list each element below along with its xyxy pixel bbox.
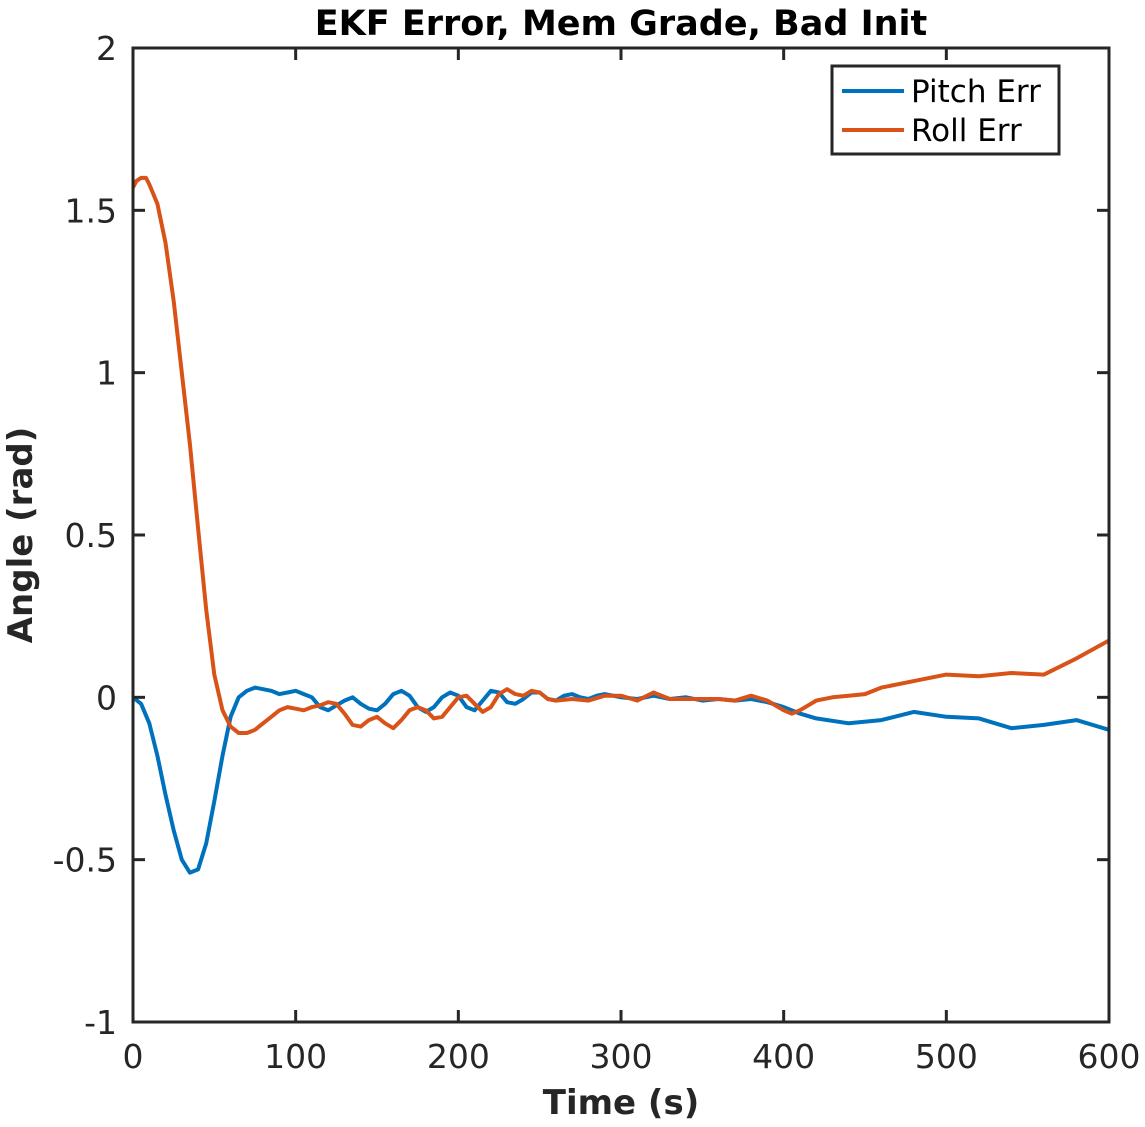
y-tick-label: -0.5 xyxy=(53,841,117,880)
y-tick-label: 0.5 xyxy=(65,516,117,555)
x-tick-label: 500 xyxy=(915,1037,978,1076)
series-layer xyxy=(133,175,1109,875)
y-tick-label: 1.5 xyxy=(65,191,117,230)
y-tick-label: 2 xyxy=(96,29,117,68)
tick-labels-layer: 0 100 200 300 400 500 600 -1 -0.5 0 0.5 1 1.5 2 xyxy=(53,29,1141,1076)
legend: Pitch Err Roll Err xyxy=(830,64,1061,156)
series-line-roll-err xyxy=(133,175,1109,735)
x-tick-label: 200 xyxy=(427,1037,490,1076)
y-tick-label: 1 xyxy=(96,354,117,393)
ticks-layer xyxy=(131,46,1111,1024)
y-tick-label: -1 xyxy=(84,1003,117,1042)
x-tick-label: 600 xyxy=(1078,1037,1141,1076)
x-tick-label: 100 xyxy=(264,1037,327,1076)
y-tick-label: 0 xyxy=(96,678,117,717)
y-axis-label: Angle (rad) xyxy=(1,427,41,644)
x-tick-label: 300 xyxy=(590,1037,653,1076)
legend-label-pitch-err: Pitch Err xyxy=(911,74,1041,110)
legend-label-roll-err: Roll Err xyxy=(911,113,1022,149)
legend-box xyxy=(830,64,1061,156)
x-tick-label: 0 xyxy=(123,1037,144,1076)
series-line-pitch-err xyxy=(133,685,1109,875)
plot-area-border xyxy=(131,46,1111,1024)
chart-title: EKF Error, Mem Grade, Bad Init xyxy=(315,4,928,44)
x-axis-label: Time (s) xyxy=(543,1083,700,1123)
x-tick-label: 400 xyxy=(752,1037,815,1076)
